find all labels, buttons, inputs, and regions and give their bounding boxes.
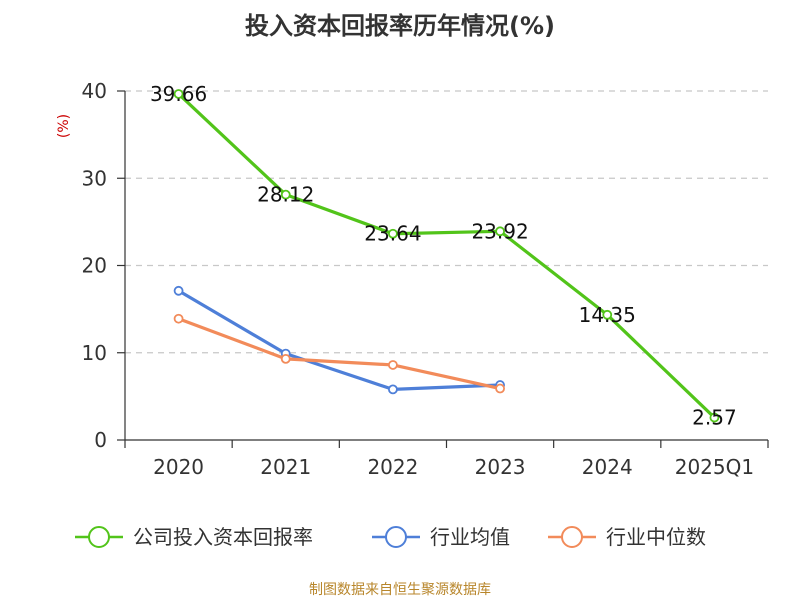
- legend[interactable]: 公司投入资本回报率 行业均值 行业中位数: [75, 525, 706, 549]
- legend-item-0[interactable]: 公司投入资本回报率: [75, 525, 313, 549]
- legend-marker: [561, 526, 583, 548]
- axes: 0 10 20 30 40 2020 2021 2022 2023 2024 2025Q1: [82, 79, 769, 479]
- series-line-1: [176, 289, 502, 391]
- data-labels: 39.66 28.12 23.64 23.92 14.35 2.57: [150, 82, 737, 430]
- data-point: [173, 89, 184, 99]
- data-label: 2.57: [692, 406, 737, 430]
- data-label: 23.64: [364, 222, 421, 246]
- chart-title: 投入资本回报率历年情况(%): [245, 12, 555, 40]
- data-label: 23.92: [471, 219, 528, 243]
- series-line-2: [176, 317, 502, 391]
- data-point: [388, 228, 398, 239]
- source-note: 制图数据来自恒生聚源数据库: [309, 582, 491, 598]
- legend-label: 行业中位数: [606, 525, 706, 549]
- x-tick-label: 2025Q1: [675, 455, 754, 479]
- data-point: [495, 226, 505, 237]
- series-line-0: [176, 92, 717, 420]
- legend-label: 行业均值: [430, 525, 510, 549]
- y-tick-label: 0: [94, 428, 107, 452]
- y-tick-label: 40: [82, 79, 107, 103]
- legend-item-1[interactable]: 行业均值: [372, 525, 510, 549]
- legend-marker: [385, 526, 407, 548]
- x-tick-label: 2023: [475, 455, 526, 479]
- data-label: 39.66: [150, 82, 207, 106]
- x-tick-label: 2021: [260, 455, 311, 479]
- x-tick-label: 2020: [153, 455, 204, 479]
- data-point: [173, 285, 184, 296]
- series-group: [173, 89, 720, 423]
- grid: [125, 90, 768, 354]
- data-point: [602, 309, 613, 320]
- x-tick-label: 2024: [582, 455, 633, 479]
- x-tick-label: 2022: [367, 455, 418, 479]
- data-label: 14.35: [579, 303, 636, 327]
- legend-label: 公司投入资本回报率: [133, 525, 313, 549]
- y-tick-label: 30: [82, 166, 107, 190]
- data-point: [173, 313, 184, 324]
- data-point: [388, 384, 398, 395]
- y-tick-label: 20: [82, 254, 107, 278]
- legend-item-2[interactable]: 行业中位数: [548, 525, 706, 549]
- data-point: [709, 412, 720, 423]
- data-point: [280, 353, 291, 364]
- y-tick-label: 10: [82, 341, 107, 365]
- data-point: [388, 360, 398, 370]
- data-point: [280, 189, 291, 200]
- legend-marker: [88, 526, 110, 548]
- data-label: 28.12: [257, 183, 314, 207]
- y-axis-unit: (%): [56, 114, 72, 138]
- data-point: [495, 383, 505, 394]
